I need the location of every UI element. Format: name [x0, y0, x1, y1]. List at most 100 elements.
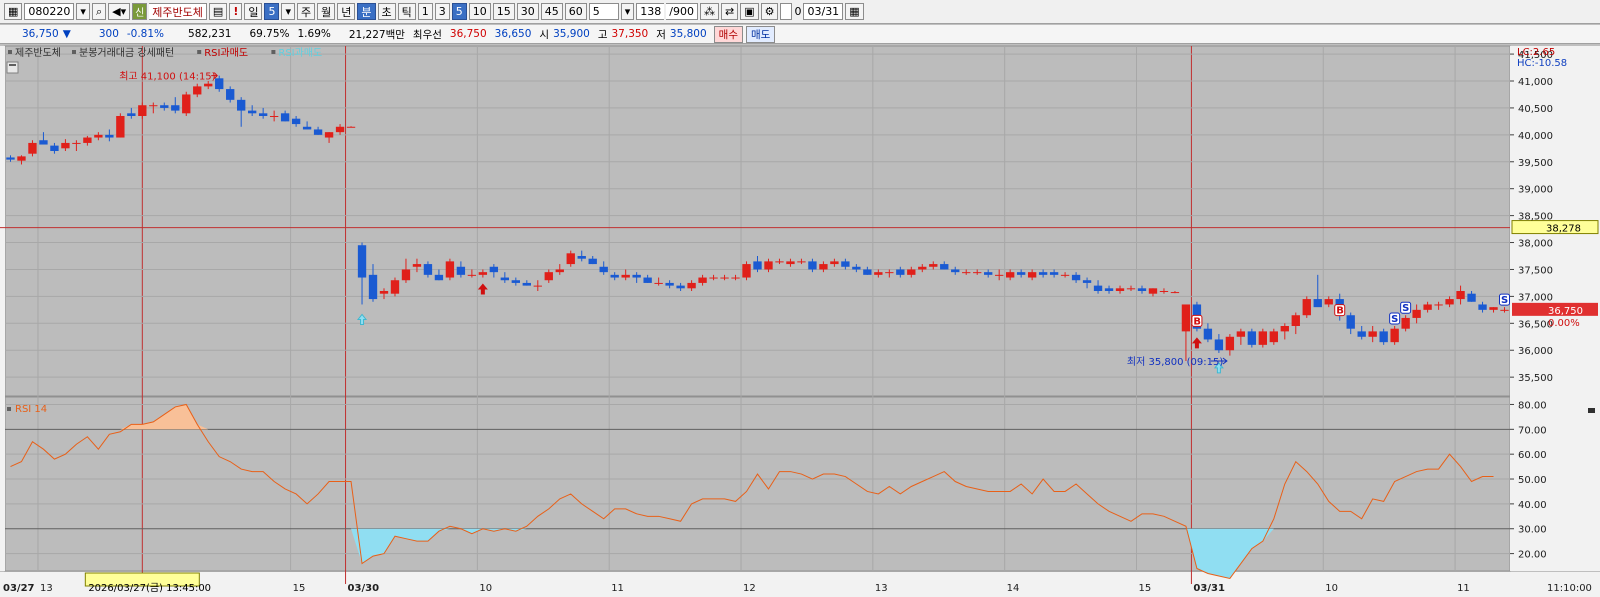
chart-icon[interactable]: ▦	[4, 3, 23, 20]
minute-5[interactable]: 5	[451, 3, 467, 20]
candle-body	[291, 118, 301, 125]
high-arrow-icon	[211, 72, 218, 79]
candle-body	[1357, 331, 1366, 337]
period-year[interactable]: 년	[337, 3, 356, 20]
period-dropdown-icon[interactable]: ▾	[281, 3, 295, 20]
candle-body	[907, 269, 916, 275]
period-day-count[interactable]: 5	[264, 3, 280, 20]
rsi-tick-label: 80.00	[1518, 400, 1547, 411]
code-dropdown-icon[interactable]: ▾	[76, 3, 90, 20]
candle-body	[171, 105, 180, 111]
candle-body	[335, 126, 345, 133]
trade-amount: 21,227백만	[348, 28, 405, 41]
candle-body	[1390, 328, 1399, 343]
gear-icon[interactable]: ⚙	[760, 3, 779, 20]
rsi-tick-label: 50.00	[1518, 475, 1547, 486]
high-price: 37,350	[611, 28, 649, 40]
candle-settings-icon[interactable]: ⁂	[699, 3, 719, 20]
candle-body	[280, 113, 290, 122]
candle-body	[1016, 272, 1026, 275]
candle-body	[1247, 331, 1257, 345]
rsi-tick-label: 60.00	[1518, 450, 1547, 461]
candle-body	[1159, 291, 1169, 292]
candle-body	[984, 272, 993, 275]
x-tick-label: 03/31	[1193, 583, 1225, 594]
candle-body	[797, 261, 806, 263]
candle-body	[1478, 304, 1487, 310]
period-tick[interactable]: 틱	[397, 3, 416, 20]
buy-signal-icon	[1334, 304, 1346, 317]
candle-body	[1236, 331, 1246, 337]
minute-60[interactable]: 60	[564, 3, 587, 20]
rsi-oversold-area	[460, 528, 483, 534]
high-note: 최고 41,100 (14:15)	[119, 71, 215, 83]
period-day[interactable]: 일	[244, 3, 263, 20]
candle-body	[1214, 339, 1224, 351]
candle-body	[676, 285, 685, 289]
minute-1[interactable]: 1	[417, 3, 433, 20]
candle-body	[1005, 272, 1015, 278]
count-input[interactable]: 138	[636, 3, 665, 20]
candle-body	[1060, 274, 1070, 276]
volume: 582,231	[188, 28, 232, 40]
candle-body	[577, 256, 586, 259]
save-icon[interactable]: ▣	[740, 3, 759, 20]
interval-dropdown-icon[interactable]: ▾	[620, 3, 635, 20]
candle-body	[1423, 304, 1432, 310]
rsi-oversold-area	[1185, 528, 1274, 579]
candle-body	[1071, 274, 1081, 281]
stock-code-input[interactable]: 080220	[24, 3, 75, 20]
candle-body	[1203, 328, 1213, 340]
date-checkbox[interactable]	[780, 3, 793, 20]
alert-button[interactable]: !	[229, 3, 243, 20]
candle-body	[830, 261, 839, 265]
legend-bullet	[197, 50, 202, 54]
low-note: 최저 35,800 (09:15)	[1127, 356, 1223, 368]
compare-icon[interactable]: ⇄	[720, 3, 739, 20]
strong-pattern-arrow-icon	[1191, 337, 1202, 349]
minute-10[interactable]: 10	[468, 3, 491, 20]
candle-body	[555, 269, 564, 273]
minute-3[interactable]: 3	[434, 3, 450, 20]
candle-body	[138, 105, 147, 116]
calendar-icon[interactable]: ▦	[845, 3, 864, 20]
interval-select[interactable]: 5	[588, 3, 619, 20]
last-price-percent: 0.00%	[1548, 318, 1580, 329]
minute-45[interactable]: 45	[540, 3, 563, 20]
candle-body	[533, 285, 542, 287]
period-month[interactable]: 월	[317, 3, 336, 20]
candle-body	[237, 99, 246, 111]
grid-icon[interactable]: ▤	[208, 3, 228, 20]
minute-15[interactable]: 15	[492, 3, 515, 20]
candle-body	[302, 126, 312, 130]
period-week[interactable]: 주	[297, 3, 316, 20]
candle-body	[1467, 293, 1476, 302]
search-icon[interactable]: ⌕	[91, 3, 107, 20]
candle-body	[116, 116, 125, 138]
speaker-icon[interactable]: ◀▾	[108, 3, 131, 20]
rsi-oversold-area	[482, 528, 505, 532]
candle-body	[885, 272, 894, 274]
minute-30[interactable]: 30	[516, 3, 539, 20]
date-input[interactable]: 03/31	[803, 3, 844, 20]
sell-button[interactable]: 매도	[746, 25, 776, 43]
candle-body	[610, 274, 619, 278]
buy-button[interactable]: 매수	[713, 25, 743, 43]
new-listing-badge: 신	[132, 3, 148, 20]
candle-body	[841, 261, 850, 267]
candle-body	[83, 137, 92, 143]
candle-body	[17, 156, 26, 161]
clock-label: 11:10:00	[1547, 583, 1592, 594]
candle-body	[775, 261, 784, 263]
legend-bullet	[8, 50, 12, 54]
period-second[interactable]: 초	[377, 3, 396, 20]
current-price: 36,750	[22, 28, 59, 40]
rsi-oversold-arrow-icon	[356, 313, 368, 325]
period-minute[interactable]: 분	[357, 3, 376, 20]
legend-bullet	[271, 50, 276, 54]
rsi-overbought-area	[120, 404, 209, 430]
candle-body	[1324, 299, 1333, 305]
cursor-price-value: 38,278	[1546, 224, 1581, 235]
price-tick-label: 41,500	[1518, 50, 1553, 61]
